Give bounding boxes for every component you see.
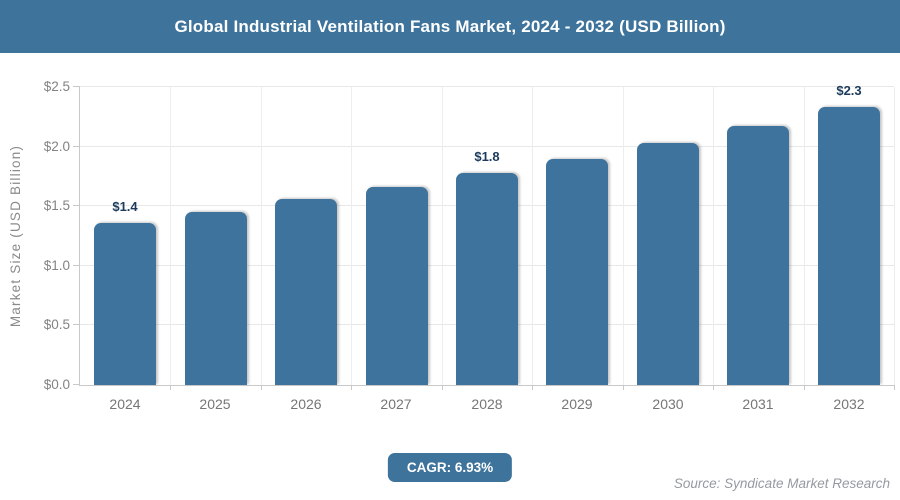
bar-value-label: $1.8: [474, 149, 500, 164]
v-gridline: [894, 87, 895, 385]
x-tick-label: 2025: [199, 396, 231, 412]
x-tick-label: 2032: [833, 396, 865, 412]
bar-value-label: $2.3: [836, 83, 862, 98]
y-tick-label: $2.0: [43, 138, 70, 154]
v-gridline: [442, 87, 443, 385]
bar: [185, 212, 247, 385]
x-tick-mark: [804, 385, 805, 390]
x-tick-mark: [170, 385, 171, 390]
bar: [818, 107, 880, 385]
bar: [94, 223, 156, 385]
cagr-badge: CAGR: 6.93%: [387, 453, 513, 482]
v-gridline: [351, 87, 352, 385]
bar: [546, 159, 608, 385]
x-tick-mark: [713, 385, 714, 390]
x-tick-mark: [442, 385, 443, 390]
y-tick-mark: [73, 86, 80, 87]
plot-area: $0.0 $0.5 $1.0 $1.5 $2.0 $2.5 $1.4 2024 2025 2026…: [44, 79, 895, 412]
y-tick-label: $2.5: [43, 79, 70, 94]
v-gridline: [623, 87, 624, 385]
x-tick-mark: [894, 385, 895, 390]
bar: [366, 187, 428, 385]
x-tick-mark: [351, 385, 352, 390]
chart-title: Global Industrial Ventilation Fans Marke…: [174, 16, 726, 36]
h-gridline: [80, 145, 894, 147]
v-gridline: [713, 87, 714, 385]
y-tick-label: $1.5: [43, 198, 70, 214]
bar: [637, 143, 699, 385]
v-gridline: [170, 87, 171, 385]
x-tick-mark: [532, 385, 533, 390]
h-gridline: [80, 86, 894, 87]
x-tick-label: 2031: [742, 396, 774, 412]
y-axis-title: Market Size (USD Billion): [8, 144, 23, 328]
chart-title-bar: Global Industrial Ventilation Fans Marke…: [0, 0, 900, 53]
bar-value-label: $1.4: [112, 199, 138, 214]
bar: [727, 126, 789, 385]
y-tick-mark: [73, 324, 80, 326]
x-tick-mark: [261, 385, 262, 390]
bar: [275, 199, 337, 385]
source-attribution: Source: Syndicate Market Research: [673, 476, 890, 491]
x-tick-label: 2030: [652, 396, 684, 412]
y-tick-label: $0.5: [43, 317, 70, 333]
y-tick-mark: [73, 205, 80, 207]
y-tick-mark: [73, 384, 80, 385]
y-tick-mark: [73, 264, 80, 266]
v-gridline: [532, 87, 533, 385]
bar: [456, 173, 518, 385]
y-tick-label: $0.0: [43, 377, 70, 392]
x-tick-label: 2027: [380, 396, 412, 412]
v-gridline: [261, 87, 262, 385]
x-tick-mark: [623, 385, 624, 390]
x-tick-label: 2028: [471, 396, 503, 412]
y-tick-label: $1.0: [43, 257, 70, 273]
v-gridline: [804, 87, 805, 385]
x-tick-label: 2029: [561, 396, 593, 412]
y-tick-mark: [73, 145, 80, 147]
x-tick-label: 2026: [290, 396, 322, 412]
x-tick-label: 2024: [109, 396, 141, 412]
